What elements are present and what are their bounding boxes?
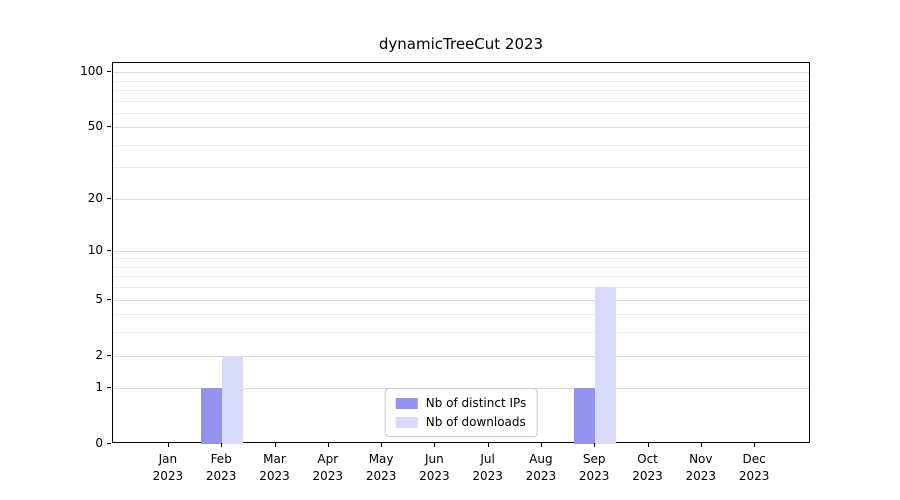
gridline-minor: [113, 80, 809, 82]
gridline-minor: [113, 112, 809, 114]
x-tick-year-label: 2023: [632, 469, 663, 483]
gridline-major: [113, 355, 809, 357]
x-tick-label: Sep 2023: [562, 451, 626, 485]
legend-label-distinct-ips: Nb of distinct IPs: [425, 396, 527, 410]
legend-item-downloads: Nb of downloads: [395, 415, 527, 429]
gridline-minor: [113, 287, 809, 289]
x-tick-label: Feb 2023: [189, 451, 253, 485]
y-tick-mark: [107, 126, 111, 128]
gridline-major: [113, 299, 809, 301]
y-tick-label: 50: [87, 119, 103, 134]
y-tick-label: 10: [87, 242, 103, 257]
y-tick-label: 20: [87, 190, 103, 205]
x-tick-mark: [381, 443, 383, 447]
legend-swatch-downloads-icon: [395, 416, 418, 428]
x-tick-year-label: 2023: [312, 469, 344, 483]
x-tick-mark: [274, 443, 276, 447]
gridline-minor: [113, 89, 809, 91]
x-tick-label: Apr 2023: [296, 451, 360, 485]
gridline-minor: [113, 332, 809, 334]
x-tick-label: Oct 2023: [616, 451, 680, 485]
bar-distinct-ips-sep: [573, 388, 596, 444]
bar-downloads-feb: [222, 355, 244, 444]
gridline-minor: [113, 276, 809, 278]
y-tick-label: 1: [95, 380, 103, 395]
x-tick-mark: [167, 443, 169, 447]
gridline-minor: [113, 266, 809, 268]
legend-label-downloads: Nb of downloads: [425, 415, 526, 429]
gridline-minor: [113, 100, 809, 102]
x-tick-month-label: Apr: [317, 452, 339, 466]
x-tick-mark: [434, 443, 436, 447]
x-tick-year-label: 2023: [685, 469, 717, 483]
x-tick-month-label: Oct: [637, 452, 658, 466]
x-tick-month-label: Jun: [425, 452, 444, 466]
x-tick-year-label: 2023: [365, 469, 397, 483]
y-axis: 0 1 2 5 10 20 50 100: [0, 62, 112, 450]
x-tick-label: Mar 2023: [243, 451, 307, 485]
chart-title: dynamicTreeCut 2023: [378, 35, 544, 53]
gridline-major: [113, 198, 809, 200]
y-tick-label: 2: [95, 347, 103, 362]
x-tick-label: May 2023: [349, 451, 413, 485]
y-tick-mark: [107, 249, 111, 251]
x-tick-mark: [327, 443, 329, 447]
x-tick-year-label: 2023: [578, 469, 610, 483]
plot-area: [112, 62, 810, 444]
bar-downloads-sep: [595, 287, 617, 444]
x-tick-mark: [754, 443, 756, 447]
x-tick-month-label: Feb: [210, 452, 232, 466]
x-tick-year-label: 2023: [419, 469, 450, 483]
y-tick-label: 100: [80, 64, 103, 78]
y-tick-label: 0: [95, 436, 103, 450]
y-tick-label: 5: [95, 291, 103, 306]
x-tick-label: Jan 2023: [136, 451, 200, 485]
x-tick-mark: [221, 443, 223, 447]
x-tick-month-label: Jul: [480, 452, 495, 466]
x-tick-year-label: 2023: [525, 469, 557, 483]
x-tick-month-label: Sep: [582, 452, 606, 466]
x-tick-label: Jun 2023: [402, 451, 466, 485]
x-tick-year-label: 2023: [738, 469, 770, 483]
x-tick-mark: [700, 443, 702, 447]
gridline-minor: [113, 144, 809, 146]
x-tick-month-label: Nov: [689, 452, 713, 466]
gridline-major: [113, 72, 809, 73]
y-tick-mark: [107, 354, 111, 356]
x-tick-mark: [487, 443, 489, 447]
legend: Nb of distinct IPs Nb of downloads: [384, 388, 538, 437]
gridline-minor: [113, 167, 809, 169]
y-tick-mark: [107, 443, 111, 444]
x-tick-label: Jul 2023: [456, 451, 520, 485]
x-tick-month-label: Mar: [263, 452, 286, 466]
y-tick-mark: [107, 71, 111, 72]
x-tick-month-label: Jan: [158, 452, 178, 466]
gridline-major: [113, 127, 809, 129]
x-tick-mark: [647, 443, 649, 447]
x-tick-mark: [540, 443, 542, 447]
x-tick-year-label: 2023: [259, 469, 290, 483]
x-tick-year-label: 2023: [152, 469, 184, 483]
x-tick-month-label: May: [368, 452, 394, 466]
legend-swatch-distinct-ips-icon: [395, 397, 418, 409]
x-axis: Jan 2023 Feb 2023 Mar 2023 Apr 2023 May 2023 Jun 20…: [112, 443, 810, 493]
y-tick-mark: [107, 387, 111, 389]
x-tick-year-label: 2023: [472, 469, 503, 483]
x-tick-label: Nov 2023: [669, 451, 733, 485]
gridline-minor: [113, 258, 809, 260]
bar-distinct-ips-feb: [200, 388, 223, 444]
x-tick-label: Dec 2023: [722, 451, 786, 485]
x-tick-month-label: Dec: [742, 452, 766, 466]
y-tick-mark: [107, 197, 111, 199]
y-tick-mark: [107, 298, 111, 300]
gridline-major: [113, 250, 809, 252]
x-tick-month-label: Aug: [529, 452, 553, 466]
x-tick-year-label: 2023: [205, 469, 237, 483]
x-tick-label: Aug 2023: [509, 451, 573, 485]
gridline-minor: [113, 314, 809, 316]
x-tick-mark: [594, 443, 596, 447]
legend-item-distinct-ips: Nb of distinct IPs: [395, 396, 527, 410]
